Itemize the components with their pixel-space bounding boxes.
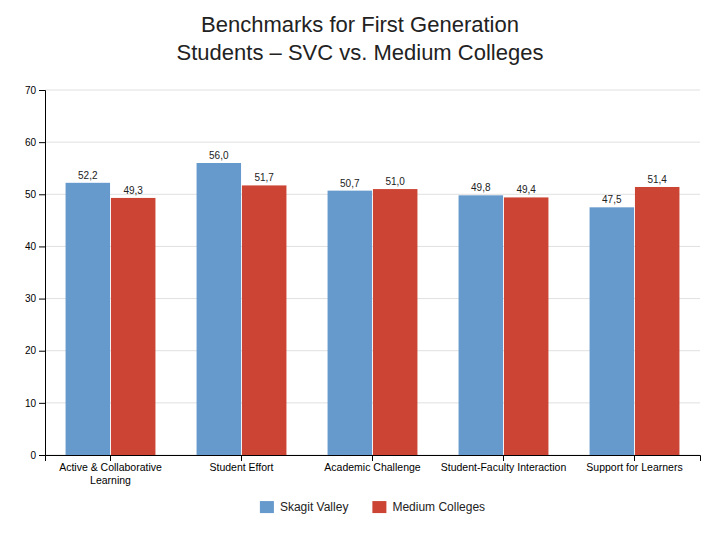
x-tick: Support for Learners: [586, 455, 682, 473]
x-tick-label-line: Academic Challenge: [324, 461, 420, 473]
legend-item: Medium Colleges: [372, 500, 485, 514]
y-tick-label: 30: [25, 293, 37, 304]
y-tick-label: 50: [25, 189, 37, 200]
data-label: 49,4: [516, 184, 536, 195]
chart-svg: Benchmarks for First Generation Students …: [0, 0, 720, 540]
data-label: 50,7: [340, 178, 360, 189]
y-tick-label: 20: [25, 345, 37, 356]
title-line: Benchmarks for First Generation: [201, 12, 519, 37]
y-tick-mark: [39, 403, 45, 404]
chart-container: Benchmarks for First Generation Students …: [0, 0, 720, 540]
title: Benchmarks for First Generation Students …: [177, 12, 544, 65]
bar-series: [66, 163, 634, 455]
y-tick: 0: [30, 450, 45, 461]
data-label: 56,0: [209, 150, 229, 161]
legend-label: Medium Colleges: [392, 500, 485, 514]
x-tick-mark: [634, 455, 635, 461]
x-tick-mark: [372, 455, 373, 461]
x-tick-mark: [110, 455, 111, 461]
x-tick-label-line: Student-Faculty Interaction: [441, 461, 567, 473]
data-label: 47,5: [602, 194, 622, 205]
x-axis: Active & CollaborativeLearning Student Ef…: [46, 455, 701, 486]
grid-line: [45, 90, 700, 91]
y-tick: 70: [25, 85, 45, 96]
y-axis: 0 10 20 30 40 50 60 70: [25, 85, 46, 461]
y-tick: 60: [25, 137, 45, 148]
y-tick-label: 70: [25, 85, 37, 96]
bar: [635, 187, 679, 455]
y-tick-mark: [39, 351, 45, 352]
y-tick-mark: [39, 90, 45, 91]
x-tick-label-line: Support for Learners: [586, 461, 682, 473]
bar: [242, 185, 286, 455]
y-tick: 30: [25, 293, 45, 304]
data-label: 51,4: [647, 174, 667, 185]
bar: [590, 207, 634, 455]
bar: [66, 183, 110, 455]
x-axis-line: [46, 456, 701, 462]
bar: [459, 195, 503, 455]
legend-item: Skagit Valley: [260, 500, 348, 514]
data-label: 51,0: [385, 176, 405, 187]
legend-swatch: [260, 501, 274, 513]
legend-swatch: [372, 501, 386, 513]
x-tick: Academic Challenge: [324, 455, 420, 473]
y-tick-mark: [39, 142, 45, 143]
legend-label: Skagit Valley: [280, 500, 348, 514]
x-tick-label: Academic Challenge: [324, 461, 420, 473]
x-tick-label-line: Active & Collaborative: [59, 461, 162, 473]
x-tick-label: Student-Faculty Interaction: [441, 461, 567, 473]
grid: [45, 90, 700, 455]
data-label: 49,8: [471, 182, 491, 193]
data-label: 49,3: [123, 185, 143, 196]
x-tick-label: Student Effort: [209, 461, 273, 473]
data-labels: 52,2 56,0 50,7 49,8 47,5 49,3 51,7 51,0 49,4 51,4: [78, 150, 667, 205]
y-tick-mark: [39, 194, 45, 195]
data-label: 51,7: [254, 172, 274, 183]
x-tick: Student-Faculty Interaction: [441, 455, 567, 473]
y-tick-mark: [39, 246, 45, 247]
x-tick: Student Effort: [209, 455, 273, 473]
y-tick-label: 10: [25, 398, 37, 409]
x-tick-mark: [241, 455, 242, 461]
y-tick-label: 60: [25, 137, 37, 148]
y-tick: 40: [25, 241, 45, 252]
y-axis-line: [39, 91, 46, 456]
y-tick: 20: [25, 345, 45, 356]
y-tick-mark: [39, 455, 45, 456]
y-tick: 10: [25, 398, 45, 409]
bar: [111, 198, 155, 455]
plot: 01020304050607052,256,050,749,847,549,35…: [25, 85, 701, 486]
x-tick-label-line: Student Effort: [209, 461, 273, 473]
title-line: Students – SVC vs. Medium Colleges: [177, 40, 544, 65]
y-tick-label: 40: [25, 241, 37, 252]
legend: Skagit Valley Medium Colleges: [260, 500, 485, 514]
x-tick-label-line: Learning: [90, 474, 131, 486]
grid-line: [45, 142, 700, 143]
x-tick-mark: [503, 455, 504, 461]
bar: [328, 191, 372, 455]
y-tick: 50: [25, 189, 45, 200]
y-tick-label: 0: [30, 450, 36, 461]
x-tick-label: Support for Learners: [586, 461, 682, 473]
bar: [504, 197, 548, 455]
x-tick-label: Active & CollaborativeLearning: [59, 461, 162, 485]
data-label: 52,2: [78, 170, 98, 181]
bar: [197, 163, 241, 455]
y-tick-mark: [39, 299, 45, 300]
x-tick: Active & CollaborativeLearning: [59, 455, 162, 486]
bars: [66, 163, 680, 455]
bar-series: [111, 185, 679, 455]
bar: [373, 189, 417, 455]
